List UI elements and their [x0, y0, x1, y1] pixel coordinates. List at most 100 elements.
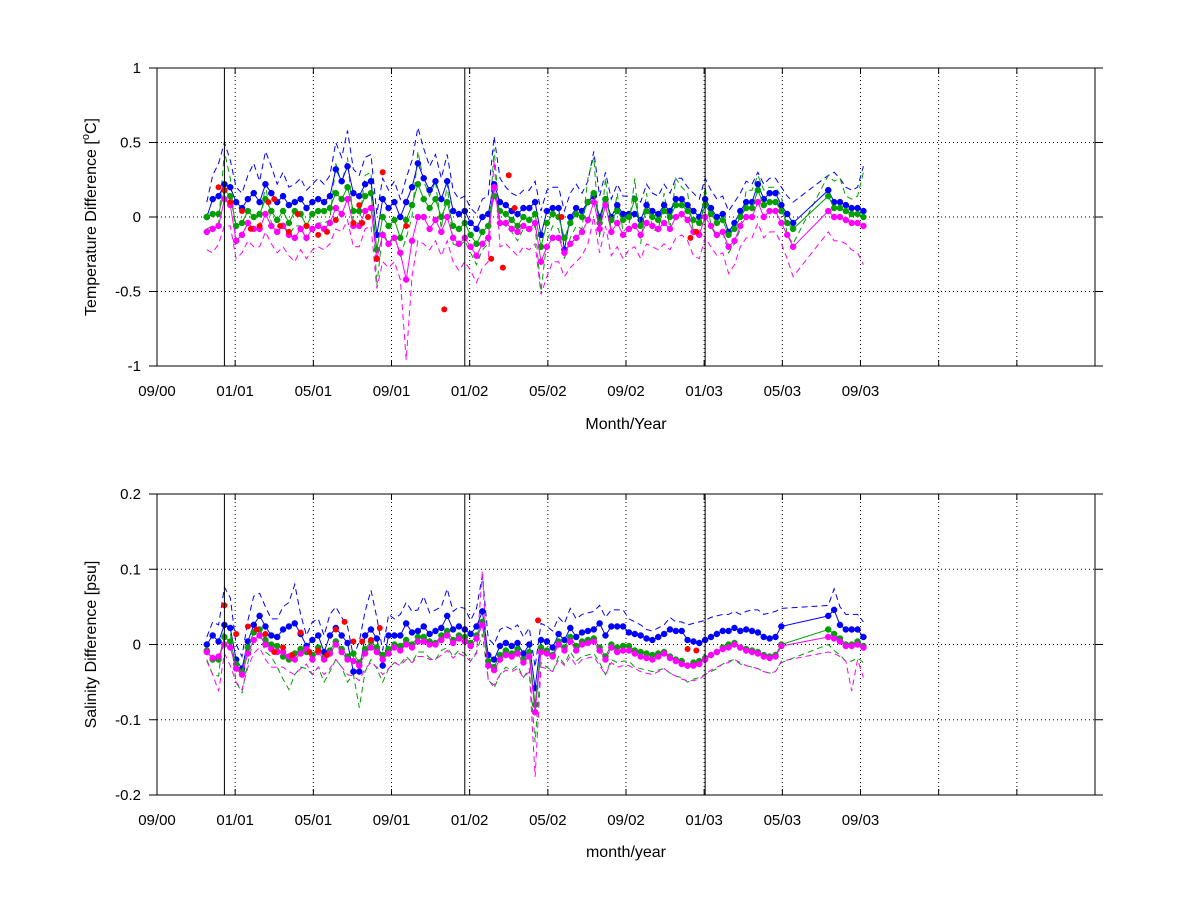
temperature-series-1-point — [508, 216, 515, 224]
salinity-series-0-point — [854, 626, 861, 633]
salinity-series-2-point — [578, 641, 586, 648]
temperature-series-2-point — [385, 240, 392, 248]
salinity-y-tick-label: 0 — [133, 637, 141, 654]
temperature-series-2-point — [637, 231, 644, 239]
temperature-series-2-point — [455, 240, 463, 248]
temperature-series-1-point — [467, 231, 474, 239]
temperature-series-2-point — [789, 243, 797, 251]
temperature-observation-point — [247, 225, 254, 232]
salinity-observation-point — [684, 646, 691, 653]
temperature-series-1-point — [567, 219, 574, 227]
temperature-series-2-point — [209, 225, 216, 233]
temperature-series-1-point — [367, 189, 375, 197]
temperature-observation-point — [441, 306, 448, 313]
salinity-series-2-point — [496, 656, 504, 663]
temperature-x-tick-label: 01/02 — [451, 383, 489, 400]
temperature-series-1-point — [696, 219, 703, 227]
temperature-series-2-point — [361, 207, 369, 215]
temperature-series-2-point — [836, 213, 844, 221]
salinity-series-0-point — [367, 626, 375, 633]
temperature-series-1-point — [285, 219, 293, 227]
salinity-series-2-point — [473, 635, 480, 642]
salinity-observation-point — [376, 624, 383, 631]
temperature-series-2-point — [479, 240, 486, 248]
salinity-series-4-dashed-line — [206, 620, 864, 743]
temperature-series-0-point — [426, 186, 433, 194]
temperature-series-2-point — [754, 198, 762, 206]
temperature-series-1-point — [397, 234, 404, 242]
temperature-series-2-point — [584, 216, 592, 224]
temperature-series-1-point — [643, 207, 650, 215]
temperature-series-1-point — [719, 216, 726, 224]
temperature-observation-point — [285, 228, 292, 235]
salinity-x-tick-label: 09/03 — [842, 812, 880, 829]
salinity-observation-point — [350, 638, 357, 645]
temperature-series-0-point — [268, 189, 275, 197]
salinity-x-tick-label: 01/02 — [451, 812, 489, 829]
temperature-y-tick-label: 1 — [133, 60, 141, 77]
temperature-y-axis-label-main: Temperature Difference [ — [83, 140, 100, 316]
temperature-series-1-point — [660, 207, 668, 215]
salinity-series-2-point — [672, 657, 680, 665]
temperature-series-2-point — [608, 228, 615, 236]
salinity-series-0-point — [860, 633, 867, 641]
salinity-series-0-point — [684, 636, 691, 644]
salinity-series-2-point — [361, 650, 369, 657]
salinity-series-0-point — [373, 635, 381, 642]
salinity-series-0-point — [561, 636, 568, 644]
temperature-series-0-point — [690, 207, 697, 215]
temperature-series-0-point — [449, 207, 457, 215]
salinity-series-1-point — [227, 638, 234, 645]
salinity-series-2-point — [309, 656, 316, 663]
salinity-series-0-point — [402, 620, 410, 627]
temperature-series-1-point — [332, 189, 340, 197]
temperature-observation-point — [365, 214, 372, 220]
salinity-series-2-point — [490, 666, 498, 674]
temperature-series-2-point — [854, 219, 861, 227]
salinity-series-0-point — [490, 656, 498, 663]
temperature-series-1-point — [789, 225, 797, 233]
temperature-series-1-point — [778, 207, 785, 215]
salinity-series-0-point — [438, 624, 445, 632]
temperature-series-1-point — [350, 207, 357, 215]
temperature-observation-point — [687, 234, 694, 241]
temperature-series-2-point — [778, 219, 785, 227]
salinity-observation-point — [324, 652, 331, 659]
temperature-series-1-point — [590, 189, 598, 197]
temperature-series-2-point — [273, 228, 281, 236]
temperature-series-2-point — [414, 213, 422, 221]
salinity-series-0-point — [250, 621, 257, 629]
temperature-series-0-point — [244, 195, 252, 203]
temperature-series-2-point — [490, 183, 498, 191]
temperature-observation-point — [215, 184, 222, 191]
temperature-series-1-point — [572, 210, 580, 218]
temperature-series-2-point — [402, 276, 410, 283]
temperature-series-1-point — [385, 222, 392, 230]
salinity-series-2-point — [438, 636, 445, 644]
temperature-series-1-point — [326, 204, 334, 212]
salinity-series-2-point — [567, 638, 574, 645]
temperature-series-2-point — [291, 234, 299, 242]
temperature-observation-point — [271, 196, 278, 203]
temperature-series-1-point — [502, 210, 510, 218]
temperature-series-1-point — [684, 207, 691, 215]
salinity-series-0-point — [836, 621, 844, 629]
salinity-series-0-point — [760, 633, 768, 641]
temperature-series-2-point — [666, 225, 674, 233]
temperature-series-1-point — [549, 210, 556, 218]
temperature-series-2-point — [367, 204, 375, 212]
salinity-x-tick-label: 05/02 — [529, 812, 567, 829]
salinity-observation-point — [271, 649, 278, 656]
temperature-series-1-point — [754, 186, 762, 194]
salinity-y-axis-label: Salinity Difference [psu] — [83, 561, 100, 729]
temperature-series-0-point — [356, 192, 363, 200]
salinity-observation-point — [280, 644, 287, 651]
salinity-series-0-point — [496, 642, 504, 650]
temperature-series-2-point — [602, 201, 609, 209]
temperature-series-0-point — [320, 198, 328, 206]
temperature-series-0-point — [766, 189, 773, 197]
salinity-observation-point — [535, 617, 542, 624]
salinity-series-0-point — [285, 623, 293, 630]
temperature-x-tick-label: 05/01 — [295, 383, 333, 400]
temperature-series-2-point — [625, 225, 633, 233]
